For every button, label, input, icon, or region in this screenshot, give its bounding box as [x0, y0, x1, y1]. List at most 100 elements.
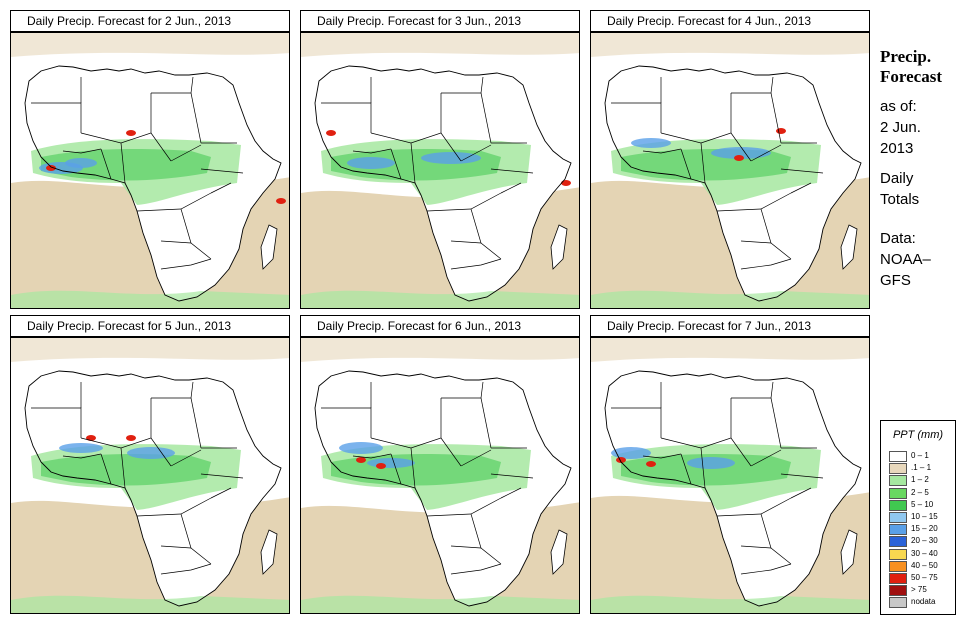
- legend-item: 10 – 15: [889, 512, 955, 523]
- legend-item: 2 – 5: [889, 487, 955, 499]
- country-border: [170, 144, 202, 162]
- southern-rain: [301, 595, 579, 613]
- extreme-rain-cell: [86, 435, 96, 441]
- extreme-rain-cell: [616, 457, 626, 463]
- country-border: [490, 168, 534, 174]
- legend-item: 40 – 50: [889, 560, 955, 572]
- coastline: [314, 370, 572, 607]
- dry-region: [591, 33, 869, 57]
- legend-label: .1 – 1: [911, 463, 932, 473]
- extreme-rain-cell: [46, 165, 56, 171]
- legend-label: 5 – 10: [911, 499, 934, 509]
- country-border: [750, 144, 782, 162]
- country-border: [390, 453, 402, 485]
- extreme-rain-cell: [646, 461, 656, 467]
- heavy-rain-cell: [687, 457, 735, 469]
- heading-line: Forecast: [880, 67, 942, 86]
- legend-label: 0 – 1: [911, 451, 929, 460]
- country-border: [100, 148, 112, 180]
- country-border: [80, 93, 152, 144]
- source-name: NOAA–: [880, 251, 931, 268]
- legend-label: nodata: [911, 597, 936, 607]
- africa-precip-map: [10, 337, 290, 614]
- country-border: [160, 545, 192, 549]
- heavy-rain-cell: [631, 138, 671, 148]
- country-border: [62, 453, 102, 459]
- southern-rain: [591, 290, 869, 308]
- type-line: Totals: [880, 191, 920, 208]
- country-border: [460, 144, 492, 162]
- madagascar: [260, 529, 278, 575]
- country-border: [642, 148, 682, 154]
- legend-label: 1 – 2: [911, 475, 929, 485]
- country-border: [740, 258, 792, 270]
- country-border: [450, 258, 502, 270]
- legend-item: 0 – 1: [889, 451, 955, 462]
- coastline: [24, 370, 282, 607]
- heavy-rain-cell: [611, 447, 651, 459]
- country-border: [460, 449, 492, 467]
- extreme-rain-cell: [126, 435, 136, 441]
- madagascar: [550, 224, 568, 270]
- panel-title: Daily Precip. Forecast for 2 Jun., 2013: [10, 10, 290, 32]
- country-border: [160, 563, 212, 575]
- country-border: [450, 240, 482, 244]
- country-border: [480, 92, 492, 144]
- legend-label: 50 – 75: [911, 573, 938, 582]
- country-border: [190, 397, 202, 449]
- country-border: [390, 148, 402, 180]
- coastline: [604, 370, 862, 607]
- legend-label: > 75: [911, 585, 927, 595]
- country-border: [780, 473, 824, 479]
- rain-band-core: [41, 149, 211, 181]
- as-of-year: 2013: [880, 140, 914, 157]
- extreme-rain-cell: [734, 155, 744, 161]
- country-border: [680, 148, 692, 180]
- legend-item: 50 – 75: [889, 573, 955, 584]
- africa-precip-map: [300, 32, 580, 309]
- rain-band-core: [621, 454, 791, 486]
- legend-label: 30 – 40: [911, 548, 938, 558]
- country-border: [210, 487, 232, 499]
- extreme-rain-cell: [776, 128, 786, 134]
- country-border: [352, 453, 392, 459]
- madagascar: [550, 529, 568, 575]
- legend-swatch: [889, 548, 907, 560]
- heavy-rain-cell: [59, 443, 103, 453]
- africa-precip-map: [590, 32, 870, 309]
- legend-swatch: [889, 512, 907, 523]
- southern-rain: [11, 595, 289, 613]
- coastline: [314, 65, 572, 302]
- country-border: [770, 92, 782, 144]
- country-border: [100, 453, 112, 485]
- legend-label: 20 – 30: [911, 536, 938, 546]
- legend-title: PPT (mm): [892, 429, 944, 441]
- heavy-rain-cell: [421, 152, 481, 164]
- country-border: [450, 563, 502, 575]
- country-border: [370, 398, 442, 449]
- legend-item: 30 – 40: [889, 548, 955, 560]
- country-border: [750, 449, 782, 467]
- country-border: [660, 398, 732, 449]
- country-border: [740, 563, 792, 575]
- legend-item: 1 – 2: [889, 475, 955, 487]
- type-line: Daily: [880, 170, 914, 187]
- legend-swatch: [889, 573, 907, 584]
- rain-band-core: [41, 454, 211, 486]
- africa-precip-map: [300, 337, 580, 614]
- as-of-label: as of:: [880, 98, 917, 115]
- coastline: [24, 65, 282, 302]
- panel-title: Daily Precip. Forecast for 7 Jun., 2013: [590, 315, 870, 337]
- extreme-rain-cell: [326, 130, 336, 136]
- legend-item: nodata: [889, 597, 955, 609]
- extreme-rain-cell: [561, 180, 571, 186]
- country-border: [160, 258, 212, 270]
- country-border: [200, 473, 244, 479]
- country-border: [700, 447, 706, 489]
- dry-region: [301, 33, 579, 57]
- source-name: GFS: [880, 272, 911, 289]
- country-border: [200, 168, 244, 174]
- country-border: [190, 92, 202, 144]
- country-border: [410, 142, 416, 184]
- country-border: [790, 487, 812, 499]
